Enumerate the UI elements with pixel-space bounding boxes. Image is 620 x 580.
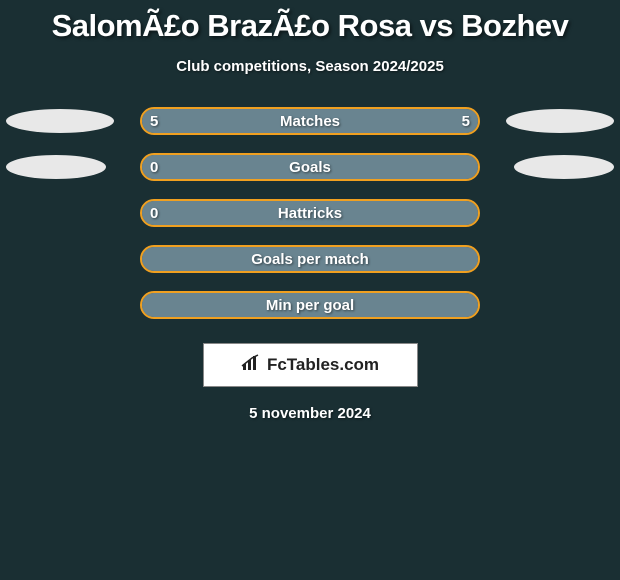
stat-label: Matches [280,113,340,130]
subtitle: Club competitions, Season 2024/2025 [0,58,620,75]
stat-value-left: 0 [150,159,158,176]
stat-value-left: 5 [150,113,158,130]
stat-row: Matches 5 5 [0,107,620,135]
stat-value-right: 5 [462,113,470,130]
chart-bar-icon [241,354,263,377]
stat-label: Goals per match [251,251,369,268]
stat-bar: Goals per match [140,245,480,273]
right-ellipse [514,155,614,179]
stat-label: Min per goal [266,297,354,314]
footer-brand-box[interactable]: FcTables.com [203,343,418,387]
page-title: SalomÃ£o BrazÃ£o Rosa vs Bozhev [0,0,620,44]
left-ellipse [6,109,114,133]
right-ellipse [506,109,614,133]
stat-row: Hattricks 0 [0,199,620,227]
stat-value-left: 0 [150,205,158,222]
footer-brand-label: FcTables.com [267,355,379,375]
stat-row: Goals 0 [0,153,620,181]
stat-bar: Min per goal [140,291,480,319]
stat-row: Min per goal [0,291,620,319]
left-ellipse [6,155,106,179]
stats-rows: Matches 5 5 Goals 0 Hattricks 0 Goals per match… [0,107,620,319]
stat-bar: Matches [140,107,480,135]
stat-bar: Hattricks [140,199,480,227]
stat-row: Goals per match [0,245,620,273]
stat-label: Hattricks [278,205,342,222]
stat-label: Goals [289,159,331,176]
stat-bar: Goals [140,153,480,181]
footer-date: 5 november 2024 [0,405,620,422]
